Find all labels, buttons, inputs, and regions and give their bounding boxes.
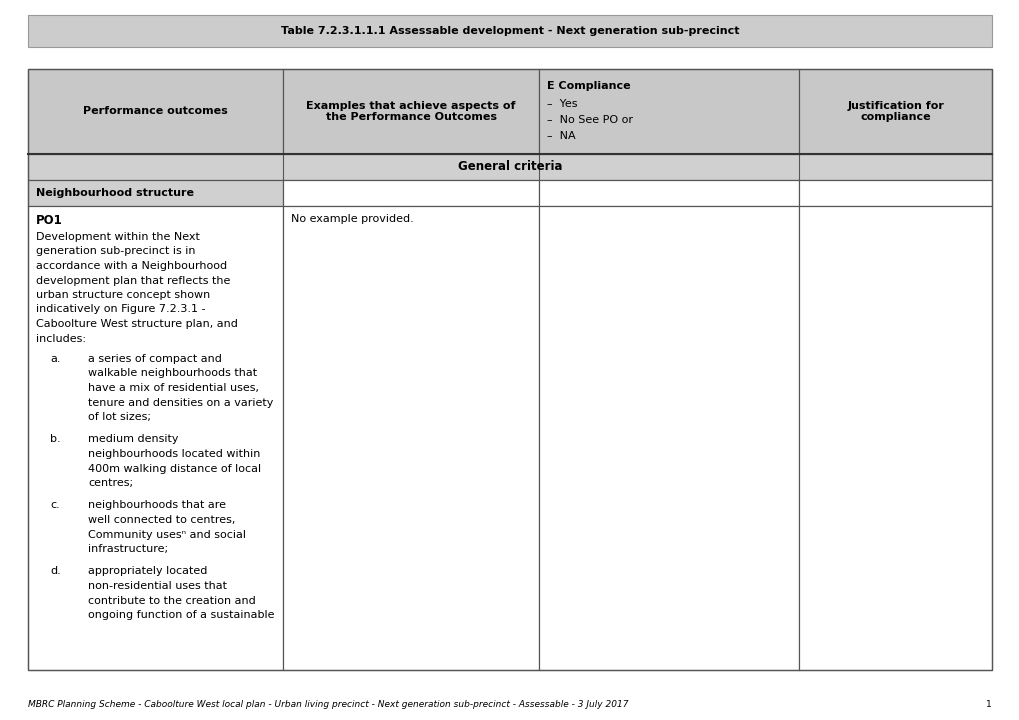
Bar — [28, 15, 991, 47]
Text: includes:: includes: — [36, 333, 86, 343]
Bar — [28, 206, 283, 670]
Text: General criteria: General criteria — [458, 161, 561, 174]
Text: E Compliance: E Compliance — [546, 81, 630, 91]
Text: have a mix of residential uses,: have a mix of residential uses, — [88, 383, 259, 393]
Bar — [799, 180, 991, 206]
Text: tenure and densities on a variety: tenure and densities on a variety — [88, 397, 273, 408]
Text: infrastructure;: infrastructure; — [88, 544, 168, 554]
Text: medium density: medium density — [88, 434, 178, 444]
Text: –  Yes: – Yes — [546, 99, 577, 109]
Text: walkable neighbourhoods that: walkable neighbourhoods that — [88, 369, 257, 379]
Bar — [283, 206, 538, 670]
Bar — [28, 154, 991, 180]
Text: ongoing function of a sustainable: ongoing function of a sustainable — [88, 610, 274, 620]
Text: accordance with a Neighbourhood: accordance with a Neighbourhood — [36, 261, 227, 271]
Text: No example provided.: No example provided. — [291, 214, 414, 224]
Text: –  NA: – NA — [546, 131, 575, 141]
Text: MBRC Planning Scheme - Caboolture West local plan - Urban living precinct - Next: MBRC Planning Scheme - Caboolture West l… — [28, 700, 628, 709]
Text: Caboolture West structure plan, and: Caboolture West structure plan, and — [36, 319, 237, 329]
Text: a.: a. — [50, 354, 60, 364]
Text: neighbourhoods that are: neighbourhoods that are — [88, 500, 226, 510]
Text: of lot sizes;: of lot sizes; — [88, 412, 151, 422]
Bar — [538, 69, 799, 154]
Text: development plan that reflects the: development plan that reflects the — [36, 276, 230, 286]
Text: Justification for
compliance: Justification for compliance — [847, 101, 944, 122]
Text: c.: c. — [50, 500, 60, 510]
Bar — [28, 69, 991, 670]
Text: d.: d. — [50, 567, 61, 577]
Bar — [28, 180, 283, 206]
Text: b.: b. — [50, 434, 60, 444]
Text: Community usesⁿ and social: Community usesⁿ and social — [88, 529, 246, 539]
Text: Development within the Next: Development within the Next — [36, 232, 200, 242]
Text: 1: 1 — [985, 700, 991, 709]
Bar — [538, 206, 799, 670]
Text: urban structure concept shown: urban structure concept shown — [36, 290, 210, 300]
Text: well connected to centres,: well connected to centres, — [88, 515, 235, 525]
Text: neighbourhoods located within: neighbourhoods located within — [88, 449, 260, 459]
Text: Neighbourhood structure: Neighbourhood structure — [36, 188, 194, 198]
Text: contribute to the creation and: contribute to the creation and — [88, 595, 256, 606]
Bar — [28, 69, 283, 154]
Text: indicatively on Figure 7.2.3.1 -: indicatively on Figure 7.2.3.1 - — [36, 305, 205, 315]
Text: a series of compact and: a series of compact and — [88, 354, 222, 364]
Bar — [799, 206, 991, 670]
Text: Table 7.2.3.1.1.1 Assessable development - Next generation sub-precinct: Table 7.2.3.1.1.1 Assessable development… — [280, 26, 739, 36]
Bar — [283, 180, 538, 206]
Bar — [538, 180, 799, 206]
Text: PO1: PO1 — [36, 214, 63, 227]
Text: generation sub-precinct is in: generation sub-precinct is in — [36, 246, 196, 256]
Text: appropriately located: appropriately located — [88, 567, 207, 577]
Text: centres;: centres; — [88, 478, 133, 488]
Text: Examples that achieve aspects of
the Performance Outcomes: Examples that achieve aspects of the Per… — [306, 101, 516, 122]
Text: –  No See PO or: – No See PO or — [546, 115, 633, 125]
Bar — [799, 69, 991, 154]
Bar — [283, 69, 538, 154]
Text: non-residential uses that: non-residential uses that — [88, 581, 227, 591]
Text: 400m walking distance of local: 400m walking distance of local — [88, 464, 261, 474]
Text: Performance outcomes: Performance outcomes — [84, 107, 228, 117]
